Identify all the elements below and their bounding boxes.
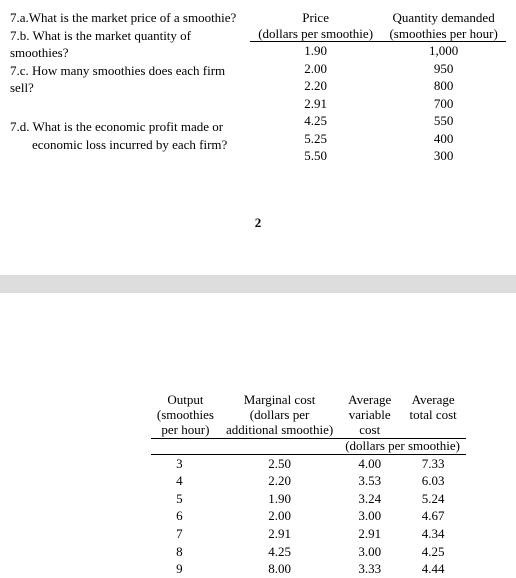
output-cell: 4: [151, 472, 220, 490]
table1-header-qty-l2: (smoothies per hour): [381, 26, 506, 42]
question-7b: 7.b. What is the market quantity of smoo…: [10, 28, 240, 62]
mc-cell: 4.25: [220, 543, 339, 561]
table-row: 4.25550: [250, 112, 506, 130]
price-cell: 1.90: [250, 42, 381, 60]
table-row: 84.253.004.25: [151, 543, 466, 561]
t2-h-subunit: (dollars per smoothie): [339, 438, 466, 454]
table1-header-qty-l1: Quantity demanded: [381, 10, 506, 26]
output-cell: 8: [151, 543, 220, 561]
bottom-section: Output Marginal cost Average Average (sm…: [0, 393, 516, 578]
avc-cell: 3.24: [339, 490, 400, 508]
qty-cell: 400: [381, 130, 506, 148]
t2-h-mc-l2: (dollars per: [220, 408, 339, 423]
table1-body: 1.901,0002.009502.208002.917004.255505.2…: [250, 42, 506, 165]
t2-h-avc-l1: Average: [339, 393, 400, 408]
price-cell: 4.25: [250, 112, 381, 130]
avc-cell: 3.33: [339, 560, 400, 578]
output-cell: 7: [151, 525, 220, 543]
top-section: 7.a.What is the market price of a smooth…: [0, 0, 516, 165]
t2-h-output-l1: Output: [151, 393, 220, 408]
table-row: 62.003.004.67: [151, 507, 466, 525]
table1-header-price-l1: Price: [250, 10, 381, 26]
table-row: 2.20800: [250, 77, 506, 95]
qty-cell: 1,000: [381, 42, 506, 60]
atc-cell: 4.25: [400, 543, 466, 561]
avc-cell: 2.91: [339, 525, 400, 543]
avc-cell: 3.00: [339, 543, 400, 561]
t2-h-avc-l3: cost: [339, 423, 400, 438]
price-cell: 5.50: [250, 147, 381, 165]
mc-cell: 2.00: [220, 507, 339, 525]
price-cell: 2.20: [250, 77, 381, 95]
qty-cell: 550: [381, 112, 506, 130]
t2-h-atc-l2: total cost: [400, 408, 466, 423]
mc-cell: 2.20: [220, 472, 339, 490]
table-row: 72.912.914.34: [151, 525, 466, 543]
demand-table: Price Quantity demanded (dollars per smo…: [250, 10, 506, 165]
t2-h-atc-l1: Average: [400, 393, 466, 408]
table-row: 1.901,000: [250, 42, 506, 60]
price-cell: 2.00: [250, 60, 381, 78]
atc-cell: 4.34: [400, 525, 466, 543]
table2-body: 32.504.007.3342.203.536.0351.903.245.246…: [151, 454, 466, 577]
table-row: 51.903.245.24: [151, 490, 466, 508]
qty-cell: 950: [381, 60, 506, 78]
t2-h-mc-l3: additional smoothie): [220, 423, 339, 438]
t2-h-output-l2: (smoothies: [151, 408, 220, 423]
table1-header-price-l2: (dollars per smoothie): [250, 26, 381, 42]
qty-cell: 300: [381, 147, 506, 165]
cost-table: Output Marginal cost Average Average (sm…: [151, 393, 466, 578]
page-divider-band: [0, 275, 516, 293]
atc-cell: 4.67: [400, 507, 466, 525]
t2-h-avc-l2: variable: [339, 408, 400, 423]
qty-cell: 800: [381, 77, 506, 95]
atc-cell: 4.44: [400, 560, 466, 578]
output-cell: 9: [151, 560, 220, 578]
avc-cell: 3.00: [339, 507, 400, 525]
price-cell: 5.25: [250, 130, 381, 148]
question-7d-line1: 7.d. What is the economic profit made or: [10, 119, 240, 136]
mc-cell: 2.50: [220, 454, 339, 472]
t2-h-mc-l1: Marginal cost: [220, 393, 339, 408]
question-7c: 7.c. How many smoothies does each firm s…: [10, 63, 240, 97]
demand-table-wrap: Price Quantity demanded (dollars per smo…: [250, 10, 506, 165]
table-row: 2.00950: [250, 60, 506, 78]
table-row: 5.50300: [250, 147, 506, 165]
atc-cell: 6.03: [400, 472, 466, 490]
table-row: 98.003.334.44: [151, 560, 466, 578]
output-cell: 5: [151, 490, 220, 508]
questions-block: 7.a.What is the market price of a smooth…: [10, 10, 250, 165]
question-7a: 7.a.What is the market price of a smooth…: [10, 10, 240, 27]
output-cell: 3: [151, 454, 220, 472]
mc-cell: 2.91: [220, 525, 339, 543]
table-row: 5.25400: [250, 130, 506, 148]
t2-h-output-l3: per hour): [151, 423, 220, 438]
table-row: 42.203.536.03: [151, 472, 466, 490]
avc-cell: 4.00: [339, 454, 400, 472]
mc-cell: 8.00: [220, 560, 339, 578]
mc-cell: 1.90: [220, 490, 339, 508]
atc-cell: 7.33: [400, 454, 466, 472]
page-number: 2: [0, 215, 516, 231]
price-cell: 2.91: [250, 95, 381, 113]
output-cell: 6: [151, 507, 220, 525]
qty-cell: 700: [381, 95, 506, 113]
table-row: 32.504.007.33: [151, 454, 466, 472]
avc-cell: 3.53: [339, 472, 400, 490]
question-7d-line2: economic loss incurred by each firm?: [32, 137, 240, 154]
atc-cell: 5.24: [400, 490, 466, 508]
table-row: 2.91700: [250, 95, 506, 113]
